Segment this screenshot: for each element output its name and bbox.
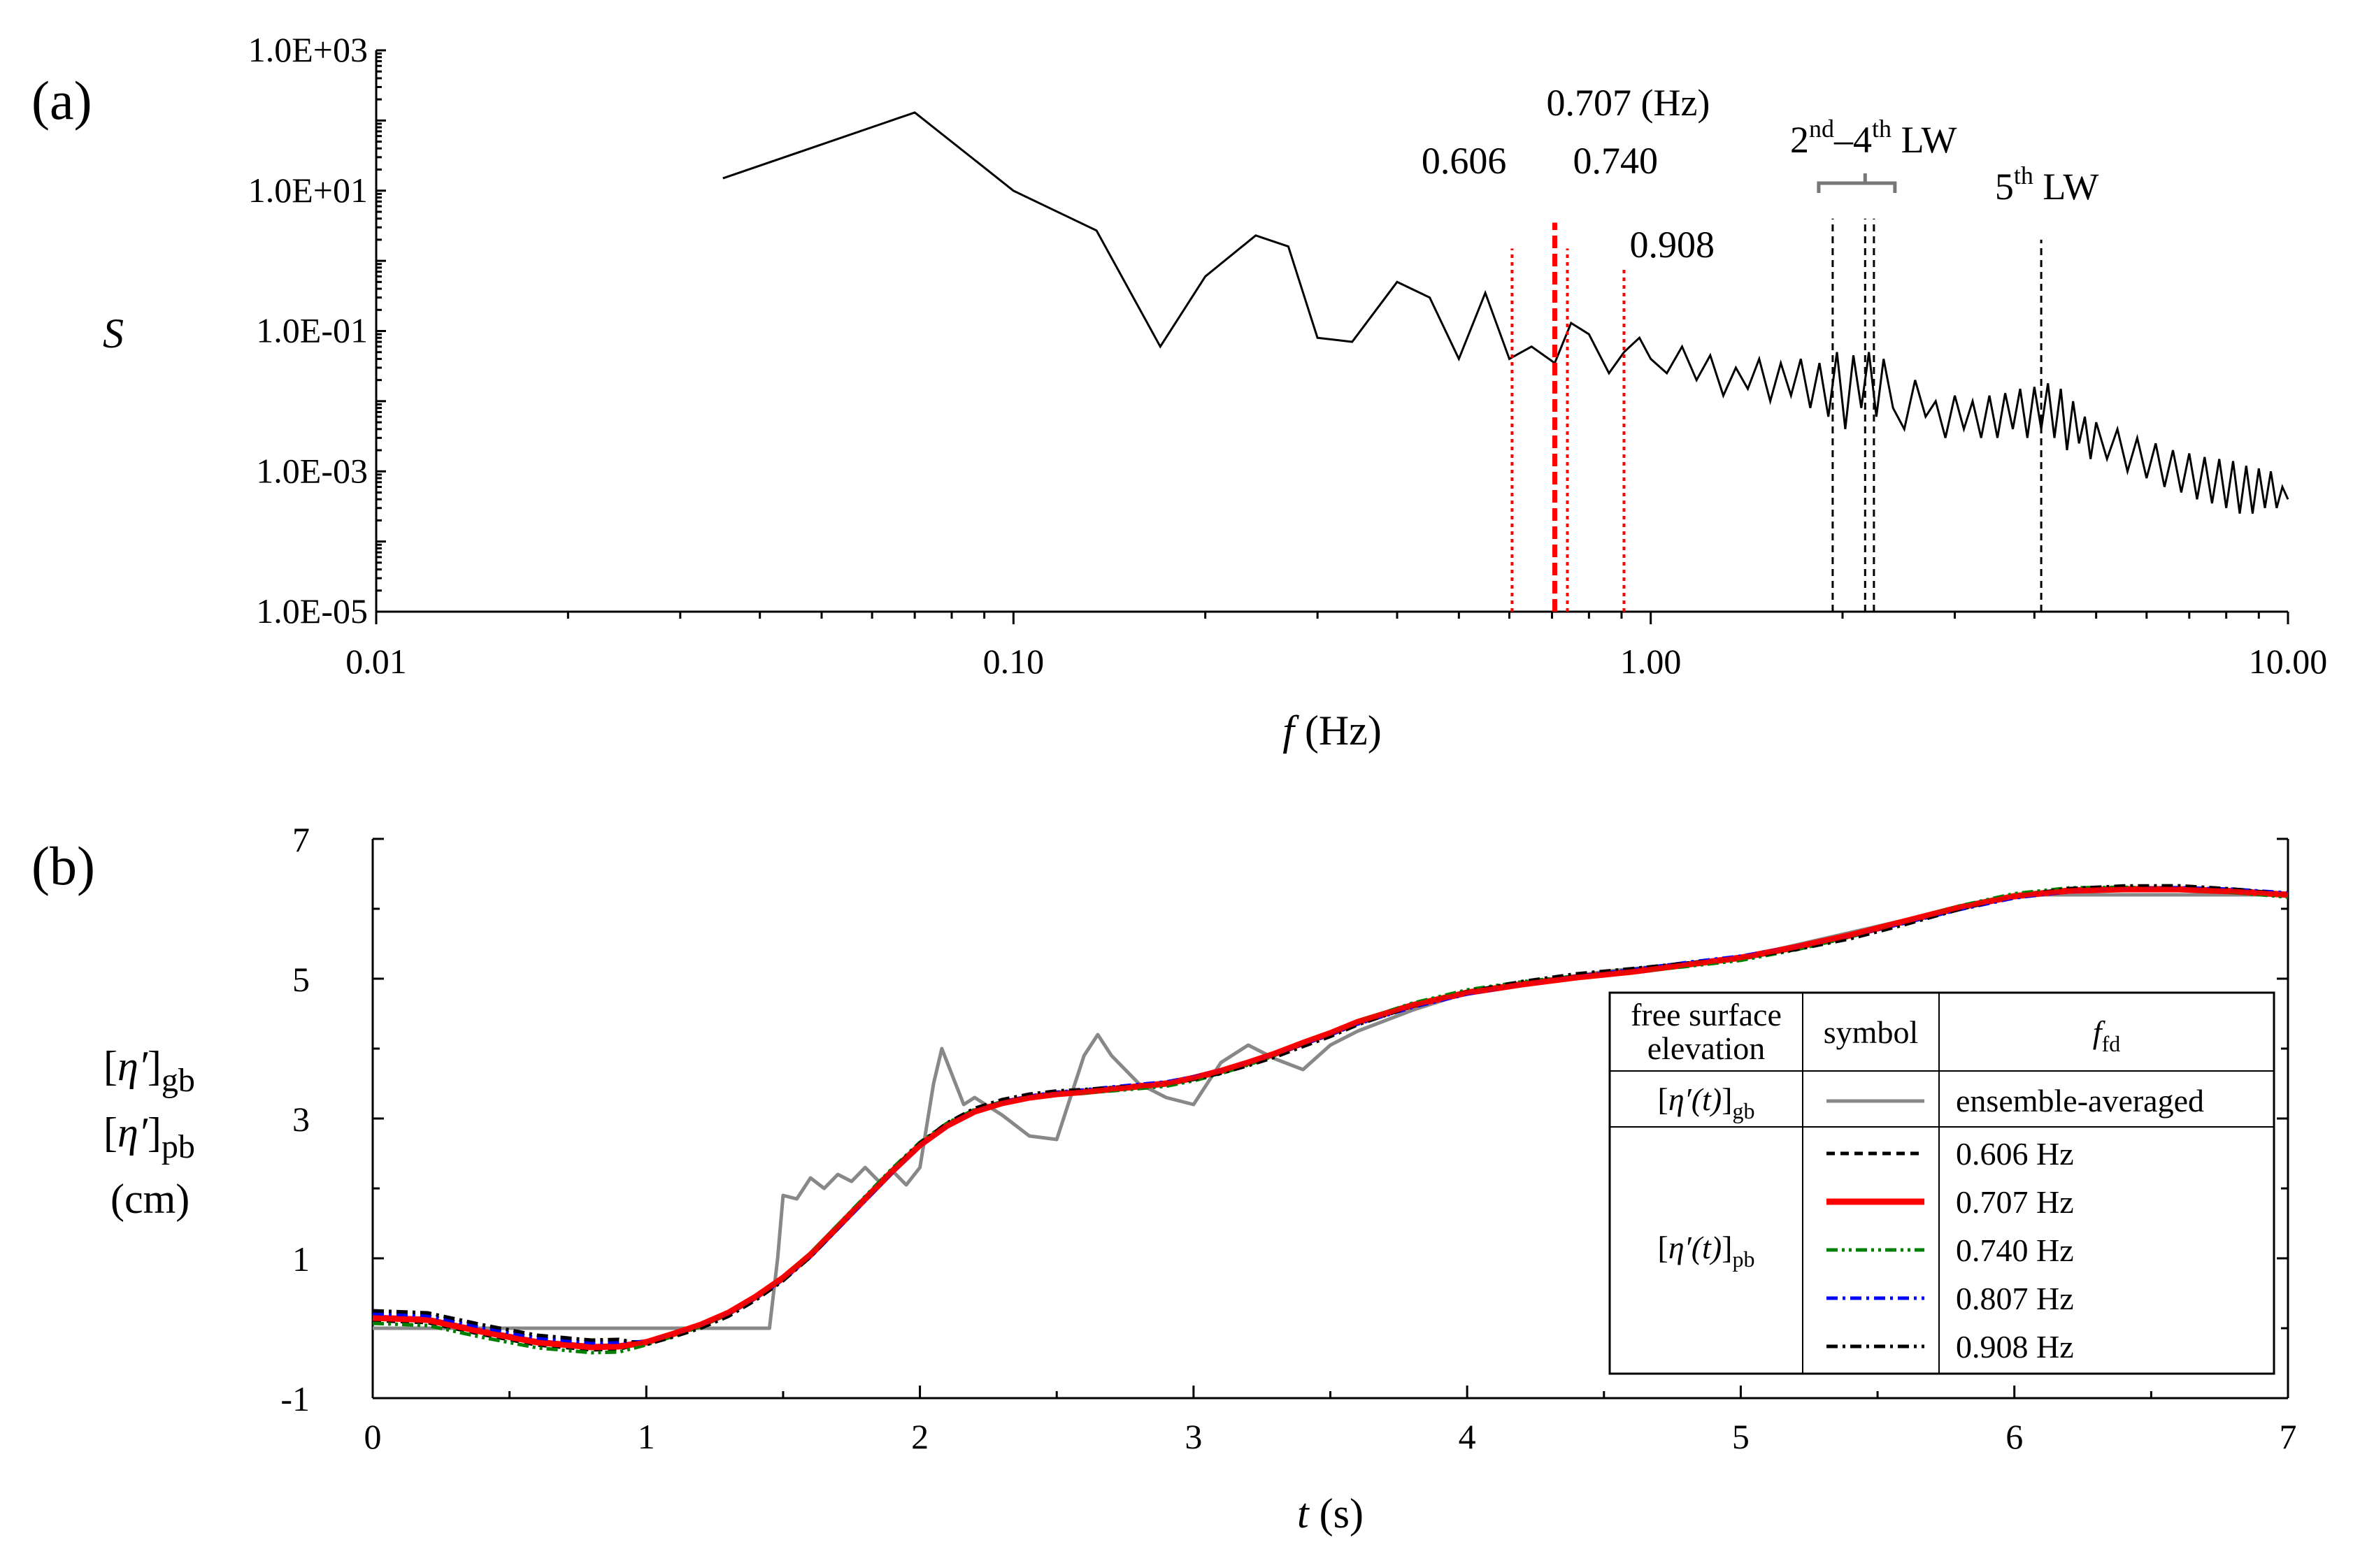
- panel-a-x-tick-label: 1.00: [1620, 642, 1682, 681]
- panel-b-y-label-pb: [η′]pb: [103, 1109, 195, 1165]
- panel-a-x-tick-label: 10.00: [2249, 642, 2328, 681]
- panel-a-label-lw-group: 2nd–4th LW: [1790, 115, 1957, 161]
- panel-b-y-tick-label: 7: [292, 820, 310, 859]
- panel-b-x-axis-label: t (s): [1297, 1490, 1364, 1537]
- panel-a-x-axis-label: f (Hz): [1282, 707, 1382, 754]
- panel-b-ensemble-averaged-line: [373, 893, 2288, 1330]
- legend-row-gb-label: [η′(t)]gb: [1658, 1081, 1755, 1123]
- panel-b-x-tick-label: 6: [2005, 1417, 2023, 1456]
- legend-row-pb-label: [η′(t)]pb: [1658, 1230, 1755, 1272]
- panel-a-y-tick-label: 1.0E+01: [248, 171, 368, 210]
- panel-a-label-lw5: 5th LW: [1995, 161, 2098, 208]
- legend-entry-ensemble: ensemble-averaged: [1956, 1083, 2204, 1119]
- panel-a-y-axis-label: S: [103, 310, 124, 357]
- panel-a-y-tick-label: 1.0E-01: [256, 311, 368, 350]
- panel-a-y-tick-label: 1.0E+03: [248, 30, 368, 69]
- panel-a-label-0606: 0.606: [1422, 140, 1507, 182]
- panel-b-x-tick-label: 3: [1185, 1417, 1202, 1456]
- legend-entry-0-740-Hz: 0.740 Hz: [1956, 1232, 2074, 1268]
- panel-b-series-0-908-Hz: [372, 884, 2289, 1346]
- panel-b-x-tick-label: 7: [2280, 1417, 2297, 1456]
- panel-b-series-0707-top: [372, 886, 2289, 1350]
- panel-b-x-tick-label: 2: [911, 1417, 929, 1456]
- legend-entry-0-606-Hz: 0.606 Hz: [1956, 1136, 2074, 1172]
- panel-a-label-0707: 0.707 (Hz): [1546, 82, 1710, 124]
- legend-box: [1608, 991, 2275, 1375]
- panel-b-y-label-gb: [η′]gb: [103, 1043, 195, 1099]
- panel-b-y-label-unit: (cm): [110, 1176, 189, 1222]
- legend-header-elevation: elevation: [1647, 1030, 1766, 1066]
- panel-a-label-0908: 0.908: [1629, 224, 1715, 266]
- panel-a-y-tick-label: 1.0E-05: [256, 591, 368, 631]
- panel-b-x-tick-label: 4: [1459, 1417, 1476, 1456]
- panel-b-y-tick-label: -1: [280, 1379, 310, 1418]
- panel-a-label: (a): [31, 70, 92, 131]
- panel-a-y-tick-label: 1.0E-03: [256, 451, 368, 490]
- legend-header-symbol: symbol: [1824, 1014, 1918, 1050]
- panel-b-x-tick-label: 1: [638, 1417, 655, 1456]
- panel-a-lw-bracket: [1817, 173, 1897, 193]
- panel-b-y-tick-label: 1: [292, 1239, 310, 1279]
- panel-b-y-tick-label: 5: [292, 960, 310, 999]
- panel-a-label-0740: 0.740: [1573, 140, 1658, 182]
- panel-b-x-tick-label: 5: [1732, 1417, 1750, 1456]
- panel-b-x-tick-label: 0: [364, 1417, 382, 1456]
- panel-a-x-tick-label: 0.01: [345, 642, 407, 681]
- panel-b-y-tick-label: 3: [292, 1100, 310, 1139]
- panel-a-x-tick-label: 0.10: [983, 642, 1045, 681]
- legend-entry-0-908-Hz: 0.908 Hz: [1956, 1329, 2074, 1365]
- panel-b-label: (b): [31, 835, 95, 896]
- legend-entry-0-807-Hz: 0.807 Hz: [1956, 1281, 2074, 1316]
- legend-header-free-surface: free surface: [1631, 997, 1782, 1033]
- legend-entry-0-707-Hz: 0.707 Hz: [1956, 1184, 2074, 1220]
